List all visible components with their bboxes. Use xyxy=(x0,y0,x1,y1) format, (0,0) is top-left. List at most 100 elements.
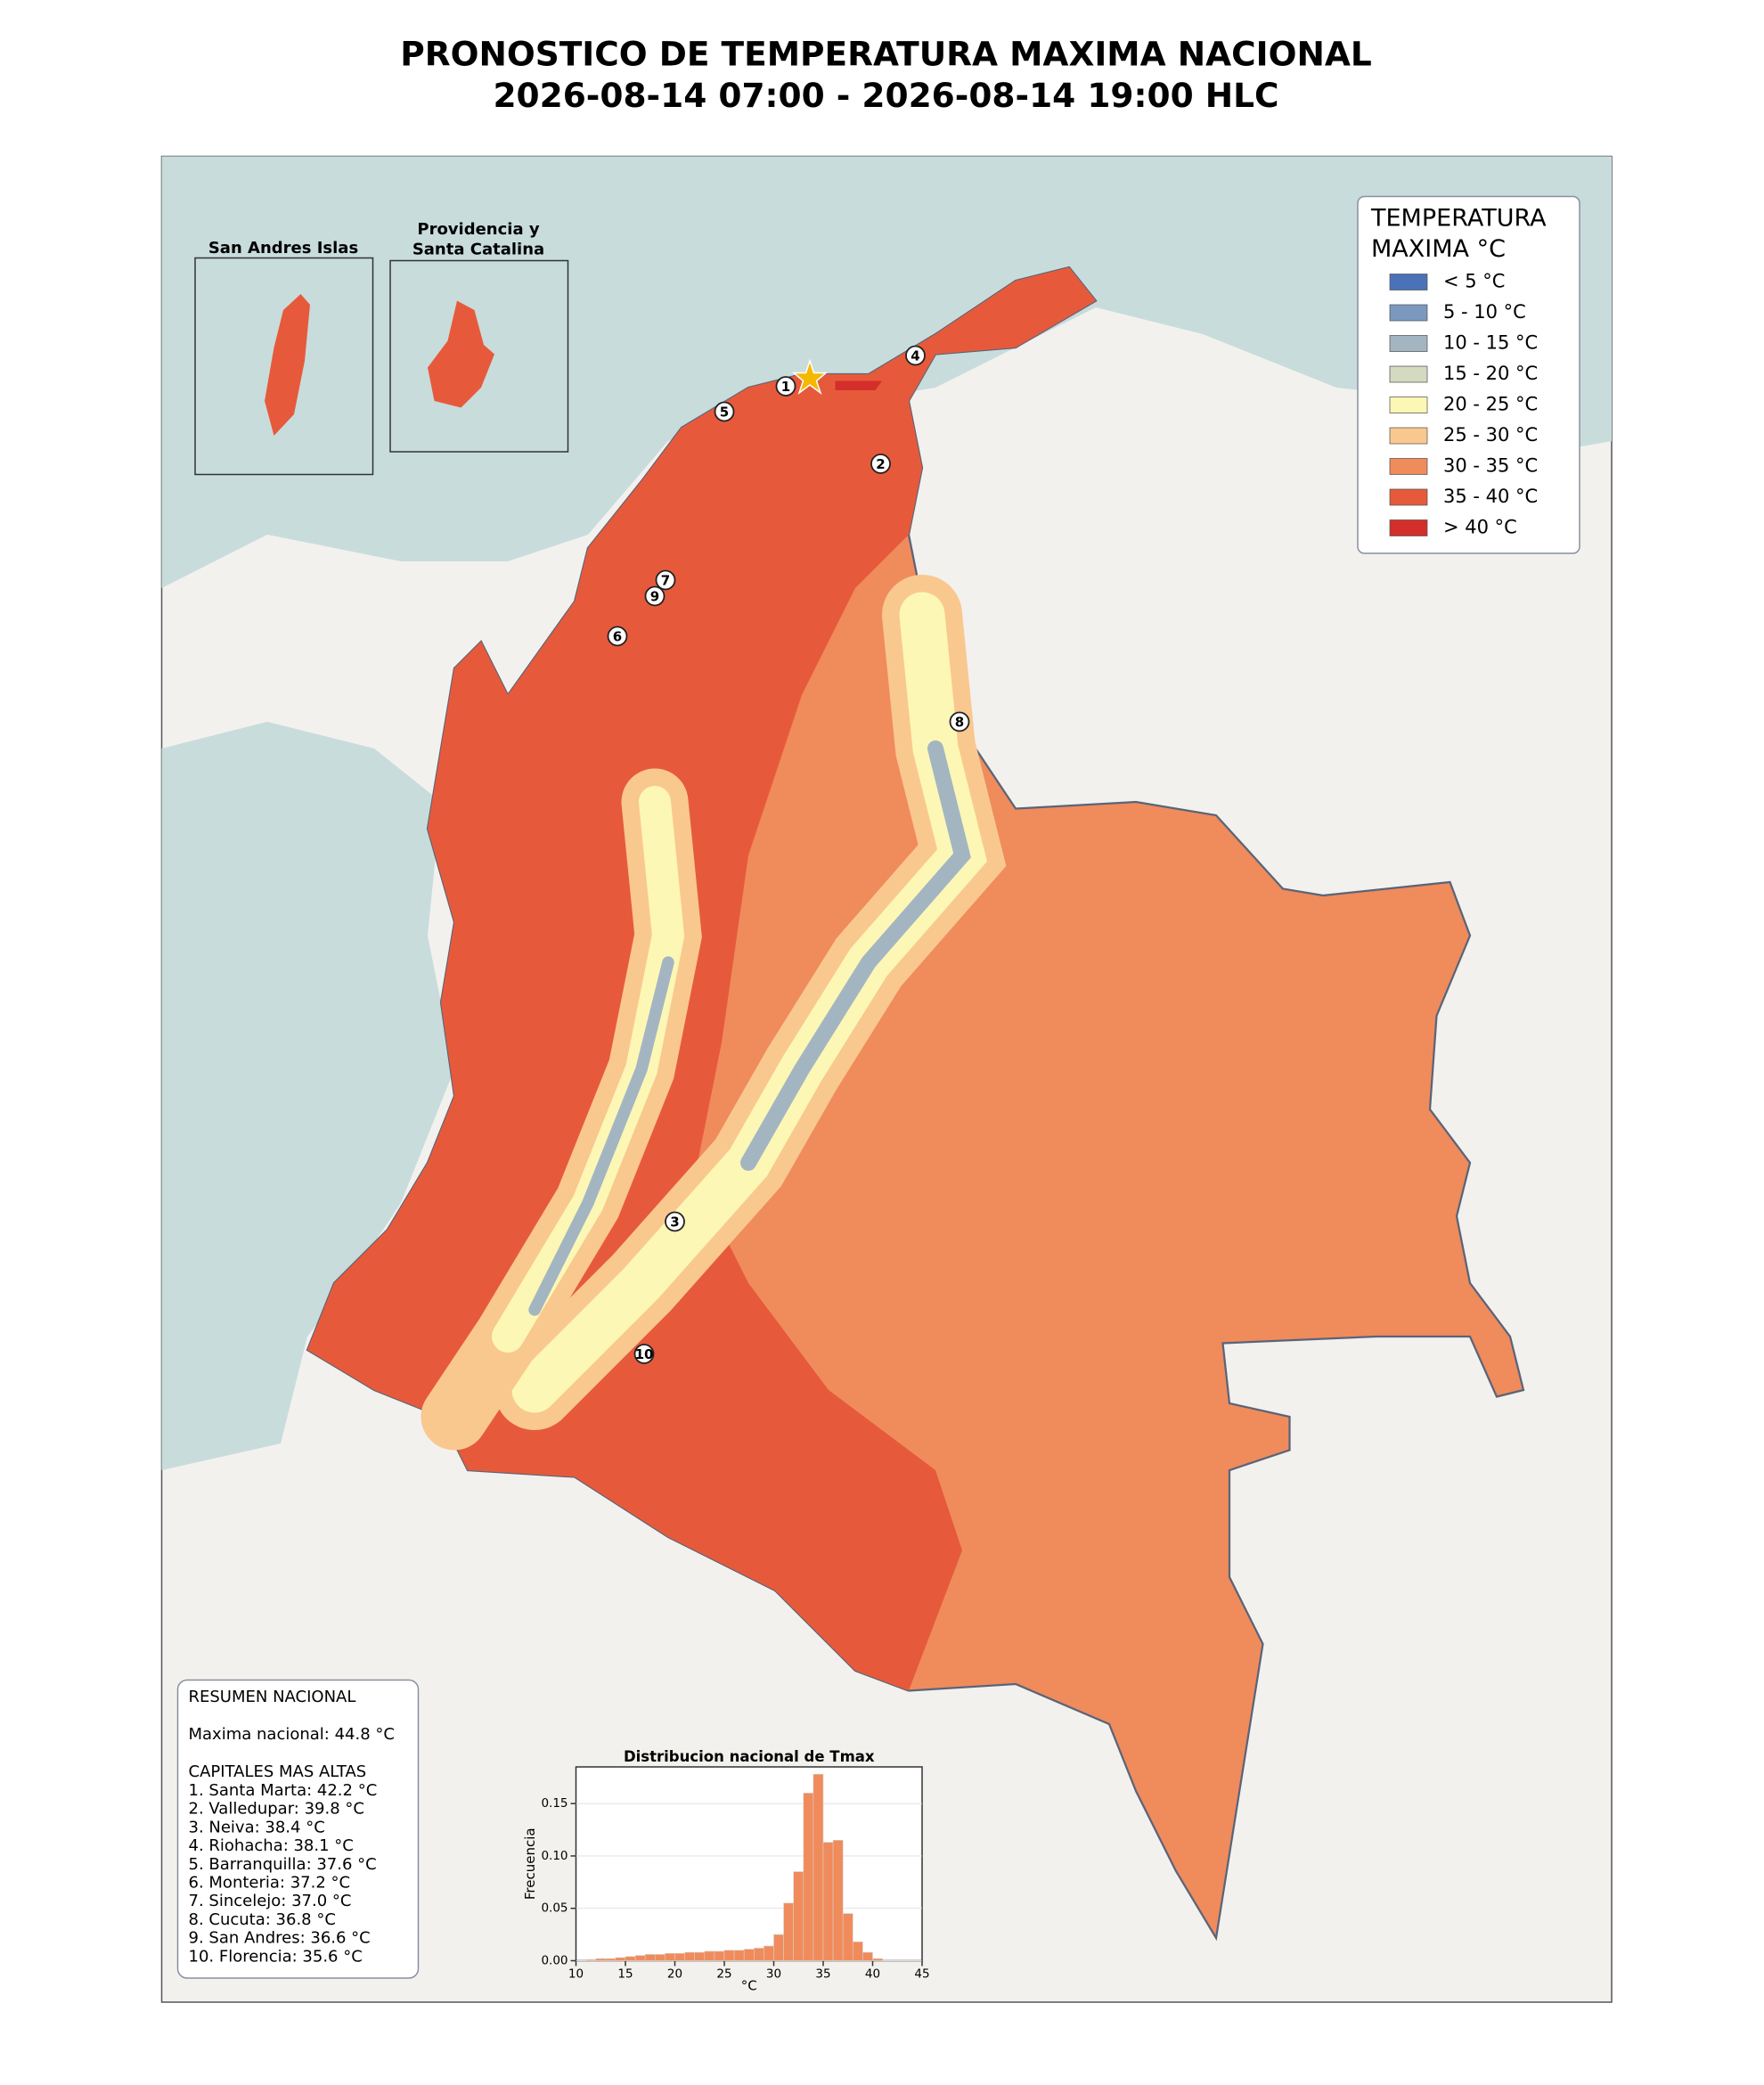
capital-entry: 9. San Andres: 36.6 °C xyxy=(189,1929,371,1948)
eastern-cordillera-high xyxy=(740,740,971,1171)
island xyxy=(428,300,494,408)
legend-swatch xyxy=(1389,488,1428,506)
city-marker-label: 8 xyxy=(955,714,964,730)
legend-swatch xyxy=(1389,365,1428,383)
histogram-bar xyxy=(853,1942,863,1961)
legend-title: MAXIMA °C xyxy=(1371,235,1506,263)
histogram-bar xyxy=(862,1951,873,1961)
inset-title: San Andres Islas xyxy=(208,239,358,258)
histogram-bar xyxy=(595,1958,607,1961)
city-marker xyxy=(644,585,666,607)
inset-title: Santa Catalina xyxy=(412,241,544,259)
legend-swatch xyxy=(1389,335,1428,352)
city-marker xyxy=(633,1344,655,1364)
city-marker xyxy=(714,401,735,422)
histogram-bar xyxy=(605,1958,617,1961)
x-tick-label: 30 xyxy=(766,1967,781,1982)
histogram-bar xyxy=(793,1871,804,1961)
histogram-bar xyxy=(764,1945,774,1961)
histogram-bar xyxy=(674,1952,685,1961)
city-marker-label: 4 xyxy=(911,348,919,364)
city-marker-label: 10 xyxy=(635,1346,654,1362)
city-markers: 1 2 3 4 5 6 7 8 9 10 xyxy=(607,345,970,1364)
capital-entry: 1. Santa Marta: 42.2 °C xyxy=(189,1781,378,1800)
legend-label: 15 - 20 °C xyxy=(1443,363,1538,384)
title-line: 2026-08-14 07:00 - 2026-08-14 19:00 HLC xyxy=(493,76,1278,115)
city-marker-label: 9 xyxy=(650,588,659,604)
histogram-bar xyxy=(872,1958,883,1961)
city-marker xyxy=(949,711,970,732)
histogram-bar xyxy=(684,1951,696,1961)
y-tick-label: 0.05 xyxy=(541,1901,568,1916)
summary-max: Maxima nacional: 44.8 °C xyxy=(189,1725,395,1744)
x-tick-label: 45 xyxy=(914,1967,929,1982)
city-marker-label: 6 xyxy=(613,628,622,644)
legend-swatch xyxy=(1389,397,1428,413)
legend-label: 10 - 15 °C xyxy=(1443,332,1538,354)
chart-title: Distribucion nacional de Tmax xyxy=(624,1748,875,1765)
legend-title: TEMPERATURA xyxy=(1370,205,1547,233)
legend-label: > 40 °C xyxy=(1443,517,1517,538)
capital-entry: 3. Neiva: 38.4 °C xyxy=(189,1818,325,1836)
y-tick-label: 0.10 xyxy=(541,1849,568,1863)
x-tick-label: 20 xyxy=(667,1967,682,1982)
city-marker xyxy=(775,376,796,397)
histogram-bar xyxy=(644,1954,656,1961)
city-marker-label: 1 xyxy=(781,379,790,395)
histogram-bar xyxy=(733,1950,745,1961)
capital-entry: 4. Riohacha: 38.1 °C xyxy=(189,1836,354,1855)
legend-label: 30 - 35 °C xyxy=(1443,455,1538,477)
histogram-bar xyxy=(754,1948,764,1961)
histogram-bar xyxy=(783,1902,795,1961)
summary-heading: RESUMEN NACIONAL xyxy=(189,1688,356,1706)
summary-box: RESUMEN NACIONAL Maxima nacional: 44.8 °… xyxy=(176,1679,420,1979)
capital-entry: 10. Florencia: 35.6 °C xyxy=(189,1947,363,1966)
legend: TEMPERATURA MAXIMA °C < 5 °C 5 - 10 °C 10 … xyxy=(1357,195,1580,554)
histogram-bar xyxy=(723,1950,735,1961)
x-axis-label: °C xyxy=(741,1978,757,1994)
central-cordillera-high xyxy=(528,956,674,1316)
legend-swatch xyxy=(1389,274,1428,290)
histogram-bar xyxy=(822,1842,834,1961)
city-marker xyxy=(870,454,891,474)
histogram-bar xyxy=(665,1952,675,1961)
x-tick-label: 25 xyxy=(716,1967,731,1982)
histogram: Distribucion nacional de Tmax °C Frecuenci… xyxy=(522,1748,930,1994)
city-marker xyxy=(905,345,926,366)
histogram-bar xyxy=(625,1956,636,1961)
x-tick-label: 35 xyxy=(815,1967,830,1982)
city-marker xyxy=(607,626,628,647)
legend-label: 20 - 25 °C xyxy=(1443,394,1538,415)
histogram-bar xyxy=(842,1913,853,1961)
extreme-heat xyxy=(835,380,882,390)
histogram-bar xyxy=(803,1793,814,1961)
legend-swatch xyxy=(1389,458,1428,475)
summary-heading: CAPITALES MAS ALTAS xyxy=(189,1762,367,1781)
histogram-bar xyxy=(813,1773,824,1961)
legend-swatch xyxy=(1389,304,1428,322)
histogram-bar xyxy=(615,1957,626,1961)
max-star xyxy=(791,358,829,396)
legend-label: 5 - 10 °C xyxy=(1443,301,1526,323)
y-tick-label: 0.00 xyxy=(541,1954,568,1968)
capital-entry: 7. Sincelejo: 37.0 °C xyxy=(189,1892,352,1910)
x-tick-label: 15 xyxy=(617,1967,633,1982)
title-line: PRONOSTICO DE TEMPERATURA MAXIMA NACIONA… xyxy=(400,35,1372,74)
city-marker-label: 7 xyxy=(661,572,670,588)
capital-entry: 8. Cucuta: 36.8 °C xyxy=(189,1910,336,1929)
histogram-bar xyxy=(585,1959,596,1961)
legend-swatch xyxy=(1389,427,1428,445)
y-tick-label: 0.15 xyxy=(541,1796,568,1811)
island xyxy=(265,294,310,436)
histogram-bar xyxy=(773,1934,784,1961)
inset-san-andres: San Andres Islas xyxy=(194,239,374,476)
histogram-bar xyxy=(832,1839,844,1961)
inset-title: Providencia y xyxy=(417,220,539,239)
city-marker-label: 3 xyxy=(670,1214,679,1230)
x-tick-label: 40 xyxy=(865,1967,880,1982)
histogram-bar xyxy=(655,1954,666,1961)
city-marker xyxy=(665,1211,685,1232)
histogram-bar xyxy=(743,1949,755,1961)
